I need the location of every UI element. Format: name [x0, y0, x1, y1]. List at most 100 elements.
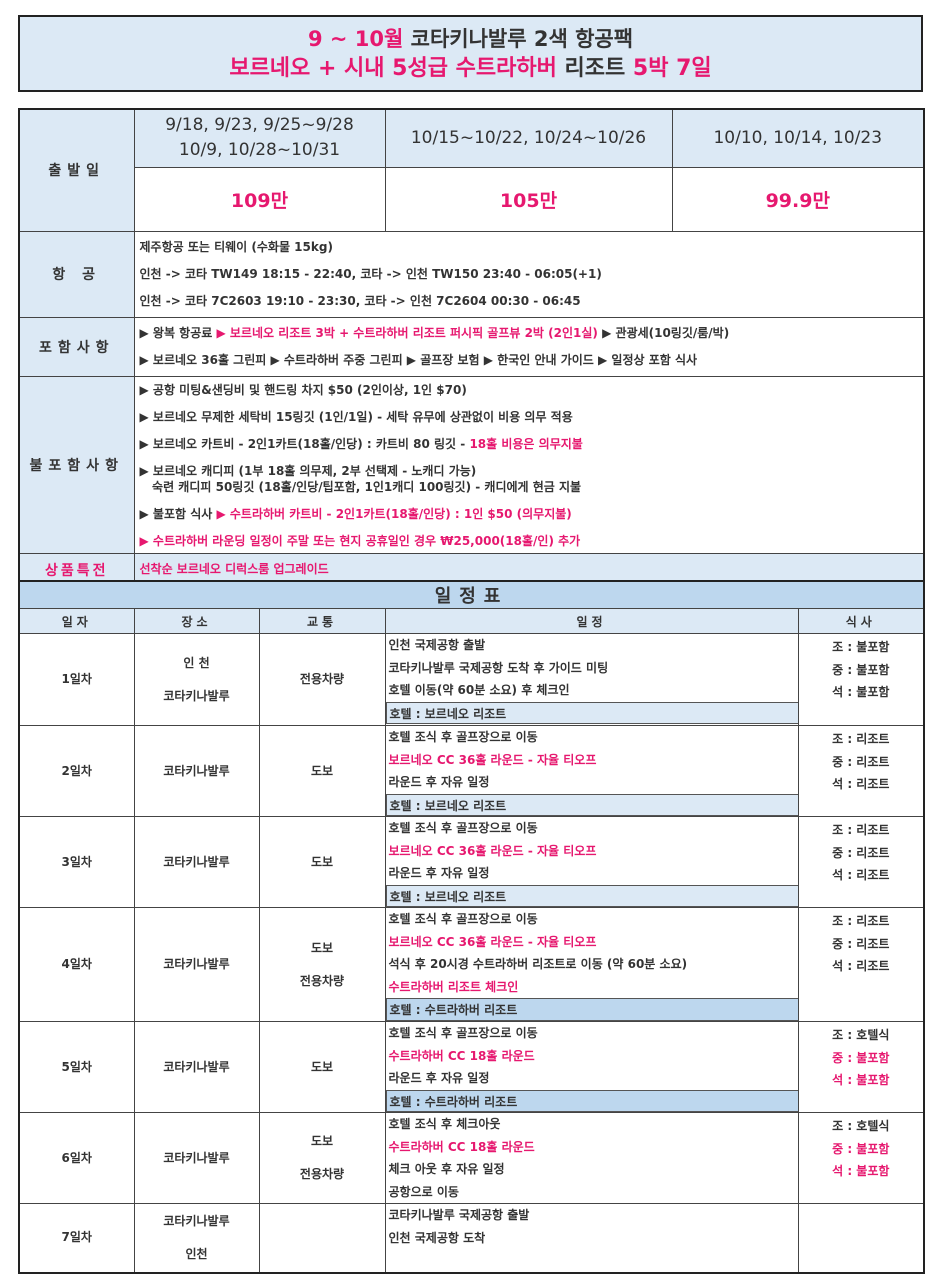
itinerary-item: 수트라하버 CC 18홀 라운드 — [389, 1045, 795, 1068]
flight-line: 인천 -> 코타 7C2603 19:10 - 23:30, 코타 -> 인천 … — [139, 293, 581, 308]
text-segment: 코타키나발루 — [163, 1213, 230, 1228]
transport-cell: 도보 — [258, 725, 386, 817]
schedule-row: 2일차 코타키나발루 도보 호텔 조식 후 골프장으로 이동 보르네오 CC 36홀 라… — [18, 725, 925, 817]
col-header-day: 일자 — [18, 608, 135, 634]
text-segment: 9 ~ 10월 — [307, 27, 411, 51]
text-segment: 호텔 조식 후 체크아웃 — [388, 1117, 501, 1131]
text-segment: 라운드 후 자유 일정 — [388, 1071, 490, 1085]
text-segment: 보르네오 CC 36홀 라운드 - 자율 티오프 — [388, 843, 597, 858]
day-cell: 5일차 — [18, 1021, 135, 1113]
text-segment: 도보 — [310, 940, 334, 955]
text-segment: 라운드 후 자유 일정 — [388, 775, 490, 789]
text-segment: 코타키나발루 — [163, 1150, 230, 1165]
itinerary-cell: 코타키나발루 국제공항 출발 인천 국제공항 도착 — [384, 1203, 799, 1273]
text-segment: 중 : 불포함 — [832, 1141, 890, 1156]
itinerary-item: 호텔 조식 후 골프장으로 이동 — [389, 817, 795, 840]
info-table: 출발일 9/18, 9/23, 9/25~9/28 10/9, 10/28~10… — [18, 108, 925, 588]
departure-dates: 10/10, 10/14, 10/23 — [671, 108, 925, 168]
text-segment: 조 : 호텔식 — [832, 1119, 890, 1133]
included-line: ▶ 보르네오 36홀 그린피 ▶ 수트라하버 주중 그린피 ▶ 골프장 보험 ▶… — [140, 347, 919, 374]
hotel-info: 호텔 : 보르네오 리조트 — [385, 793, 799, 816]
price: 109만 — [133, 166, 386, 232]
transport: 도보 — [260, 1056, 385, 1079]
meal-item: 중 : 불포함 — [799, 1047, 924, 1070]
included-label: 포함사항 — [18, 316, 135, 377]
hotel-info: 호텔 : 보르네오 리조트 — [385, 701, 799, 724]
itinerary-cell: 호텔 조식 후 골프장으로 이동 보르네오 CC 36홀 라운드 - 자율 티오프… — [384, 907, 799, 1022]
text-segment: 호텔 : 보르네오 리조트 — [389, 706, 507, 721]
itinerary-item: 보르네오 CC 36홀 라운드 - 자율 티오프 — [389, 840, 795, 863]
day-cell: 3일차 — [18, 816, 135, 908]
meal-item: 중 : 리조트 — [799, 933, 924, 956]
itinerary-item: 라운드 후 자유 일정 — [389, 862, 795, 885]
day-cell: 4일차 — [18, 907, 135, 1022]
meal-item: 중 : 불포함 — [799, 659, 924, 682]
meal-item: 석 : 리조트 — [799, 773, 924, 796]
text-segment: 조 : 불포함 — [832, 640, 890, 654]
text-segment: 호텔 조식 후 골프장으로 이동 — [388, 1026, 538, 1040]
itinerary-item: 호텔 조식 후 골프장으로 이동 — [389, 726, 795, 749]
col-header-place: 장소 — [133, 608, 260, 634]
itinerary-item: 호텔 조식 후 골프장으로 이동 — [389, 908, 795, 931]
text-segment: 코타키나발루 — [163, 854, 230, 869]
text-segment: 코타키나발루 — [163, 688, 230, 703]
transport: 전용차량 — [260, 965, 385, 998]
included-list: ▶ 왕복 항공료 ▶ 보르네오 리조트 3박 + 수트라하버 리조트 퍼시픽 골… — [133, 316, 925, 377]
meal-item: 석 : 불포함 — [799, 681, 924, 704]
place: 코타키나발루 — [135, 953, 259, 976]
itinerary-item: 인천 국제공항 도착 — [389, 1227, 795, 1250]
schedule-title: 일정표 — [18, 580, 925, 609]
place-cell: 코타키나발루 — [133, 1021, 260, 1113]
meal-item: 석 : 리조트 — [799, 955, 924, 978]
itinerary-item: 호텔 조식 후 골프장으로 이동 — [389, 1022, 795, 1045]
meal-item: 조 : 리조트 — [799, 728, 924, 751]
text-segment: 코타키나발루 — [163, 763, 230, 778]
text-segment: 코타키나발루 2색 항공팩 — [410, 27, 634, 51]
text-segment: 인천 국제공항 출발 — [388, 638, 486, 652]
text-segment: 라운드 후 자유 일정 — [388, 866, 490, 880]
meal-item: 중 : 불포함 — [799, 1138, 924, 1161]
place: 코타키나발루 — [135, 760, 259, 783]
itinerary-item: 수트라하버 리조트 체크인 — [389, 976, 795, 999]
title-line-1: 9 ~ 10월 코타키나발루 2색 항공팩 — [20, 25, 921, 54]
excluded-line: ▶ 보르네오 무제한 세탁비 15링깃 (1인/1일) - 세탁 유무에 상관없… — [140, 406, 919, 433]
transport: 도보 — [260, 760, 385, 783]
transport: 도보 — [260, 851, 385, 874]
day-cell: 2일차 — [18, 725, 135, 817]
place-cell: 코타키나발루 — [133, 1112, 260, 1204]
text-segment: 전용차량 — [299, 1167, 345, 1181]
text-segment: 호텔 : 보르네오 리조트 — [389, 889, 507, 904]
itinerary-item: 인천 국제공항 출발 — [389, 634, 795, 657]
itinerary-item: 호텔 이동(약 60분 소요) 후 체크인 — [389, 679, 795, 702]
text-segment: 공항으로 이동 — [388, 1184, 459, 1199]
transport-cell: 도보 전용차량 — [258, 1112, 386, 1204]
transport-cell: 도보 — [258, 816, 386, 908]
text-segment: ▶ 공항 미팅&샌딩비 및 핸드링 차지 $50 (2인이상, 1인 $70) — [139, 382, 467, 397]
text-segment: 18홀 비용은 의무지불 — [469, 436, 583, 451]
meals-cell — [797, 1203, 925, 1273]
text-segment: 중 : 불포함 — [832, 1050, 890, 1065]
itinerary-item: 호텔 조식 후 체크아웃 — [389, 1113, 795, 1136]
itinerary-item: 보르네오 CC 36홀 라운드 - 자율 티오프 — [389, 931, 795, 954]
included-line: ▶ 왕복 항공료 ▶ 보르네오 리조트 3박 + 수트라하버 리조트 퍼시픽 골… — [140, 320, 919, 347]
text-segment: 조 : 리조트 — [832, 914, 890, 928]
place-cell: 코타키나발루 — [133, 907, 260, 1022]
text-segment: 중 : 리조트 — [832, 845, 890, 860]
itinerary-cell: 호텔 조식 후 체크아웃 수트라하버 CC 18홀 라운드 체크 아웃 후 자유 일… — [384, 1112, 799, 1204]
excluded-line: ▶ 보르네오 카트비 - 2인1카트(18홀/인당) : 카트비 80 링깃 -… — [140, 433, 919, 460]
text-segment: 석 : 리조트 — [832, 868, 890, 882]
text-segment: ▶ 보르네오 리조트 3박 + 수트라하버 리조트 퍼시픽 골프뷰 2박 (2인… — [216, 325, 598, 340]
flight-label: 항 공 — [18, 230, 135, 318]
itinerary-item: 코타키나발루 국제공항 도착 후 가이드 미팅 — [389, 657, 795, 680]
excluded-line: ▶ 보르네오 캐디피 (1부 18홀 의무제, 2부 선택제 - 노캐디 가능)… — [140, 460, 919, 503]
text-segment: 코타키나발루 — [163, 957, 230, 971]
text-segment: 중 : 불포함 — [832, 662, 890, 677]
text-segment: 석 : 불포함 — [832, 1073, 890, 1087]
place: 코타키나발루 — [135, 1147, 259, 1170]
meal-item: 조 : 리조트 — [799, 910, 924, 933]
schedule-table: 일정표 일자 장소 교통 일정 식사 1일차 인 천 코타키나발루 전용차량 인천 국제… — [18, 580, 926, 1274]
